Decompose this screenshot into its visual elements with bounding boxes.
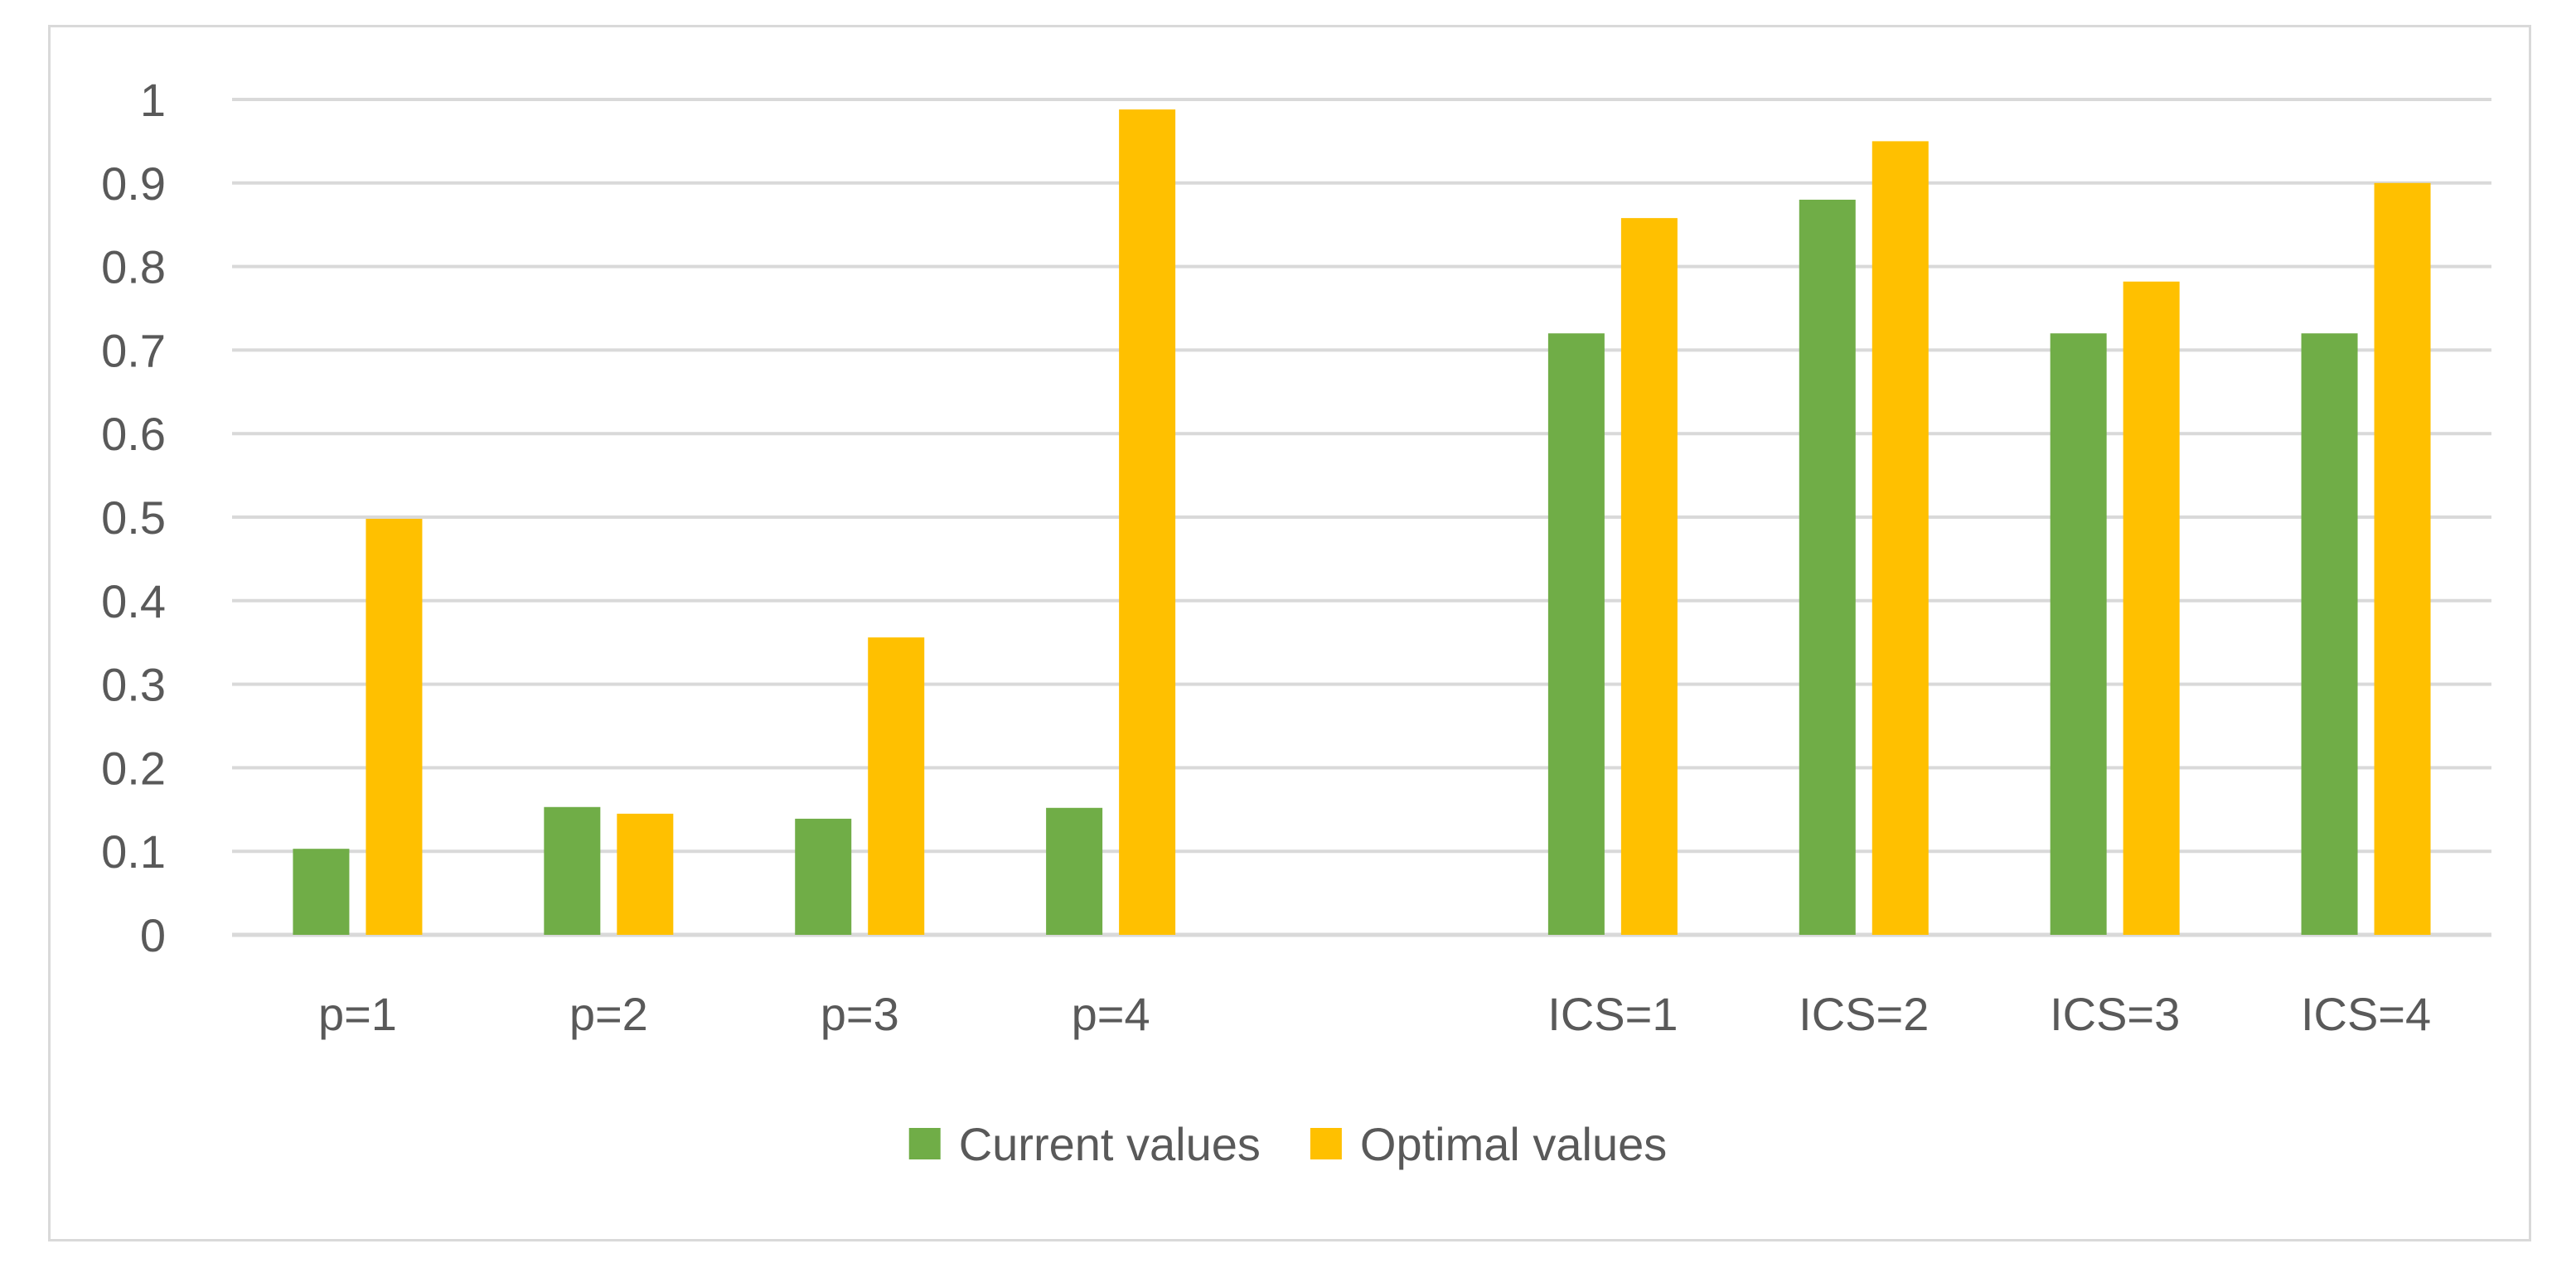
optimal-value-bar — [2123, 281, 2180, 935]
current-value-bar — [293, 849, 350, 935]
current-value-bar — [1046, 807, 1103, 935]
y-tick-label: 0.4 — [101, 575, 166, 627]
x-tick-label: p=1 — [318, 988, 397, 1040]
y-tick-label: 0 — [140, 909, 166, 961]
current-value-bar — [2050, 333, 2107, 935]
optimal-value-bar — [1119, 109, 1176, 935]
y-tick-label: 0.5 — [101, 491, 166, 544]
y-tick-label: 0.7 — [101, 324, 166, 376]
current-value-bar — [544, 806, 601, 935]
optimal-value-bar — [1620, 218, 1678, 935]
current-value-bar — [1799, 199, 1856, 935]
current-value-bar — [1547, 333, 1605, 935]
y-tick-label: 0.8 — [101, 241, 166, 293]
x-tick-label: p=2 — [569, 988, 648, 1040]
y-tick-label: 0.2 — [101, 742, 166, 794]
current-value-bar — [2301, 333, 2358, 935]
optimal-value-bar — [1871, 141, 1929, 935]
y-tick-label: 1 — [140, 74, 166, 126]
legend-swatch — [908, 1128, 941, 1159]
optimal-value-bar — [366, 519, 423, 935]
chart-frame — [48, 25, 2531, 1241]
x-tick-label: ICS=4 — [2301, 988, 2431, 1040]
y-tick-label: 0.1 — [101, 825, 166, 878]
legend-swatch — [1310, 1128, 1342, 1159]
x-tick-label: p=4 — [1072, 988, 1150, 1040]
optimal-value-bar — [617, 813, 674, 935]
legend-label: Optimal values — [1360, 1118, 1667, 1170]
x-tick-label: ICS=1 — [1547, 988, 1678, 1040]
optimal-value-bar — [2374, 182, 2431, 936]
y-tick-label: 0.6 — [101, 408, 166, 460]
x-tick-label: ICS=2 — [1799, 988, 1929, 1040]
y-tick-label: 0.9 — [101, 157, 166, 210]
legend-label: Current values — [959, 1118, 1261, 1170]
x-tick-label: p=3 — [821, 988, 899, 1040]
y-tick-label: 0.3 — [101, 659, 166, 711]
current-value-bar — [795, 818, 852, 935]
optimal-value-bar — [868, 637, 925, 935]
x-tick-label: ICS=3 — [2050, 988, 2180, 1040]
